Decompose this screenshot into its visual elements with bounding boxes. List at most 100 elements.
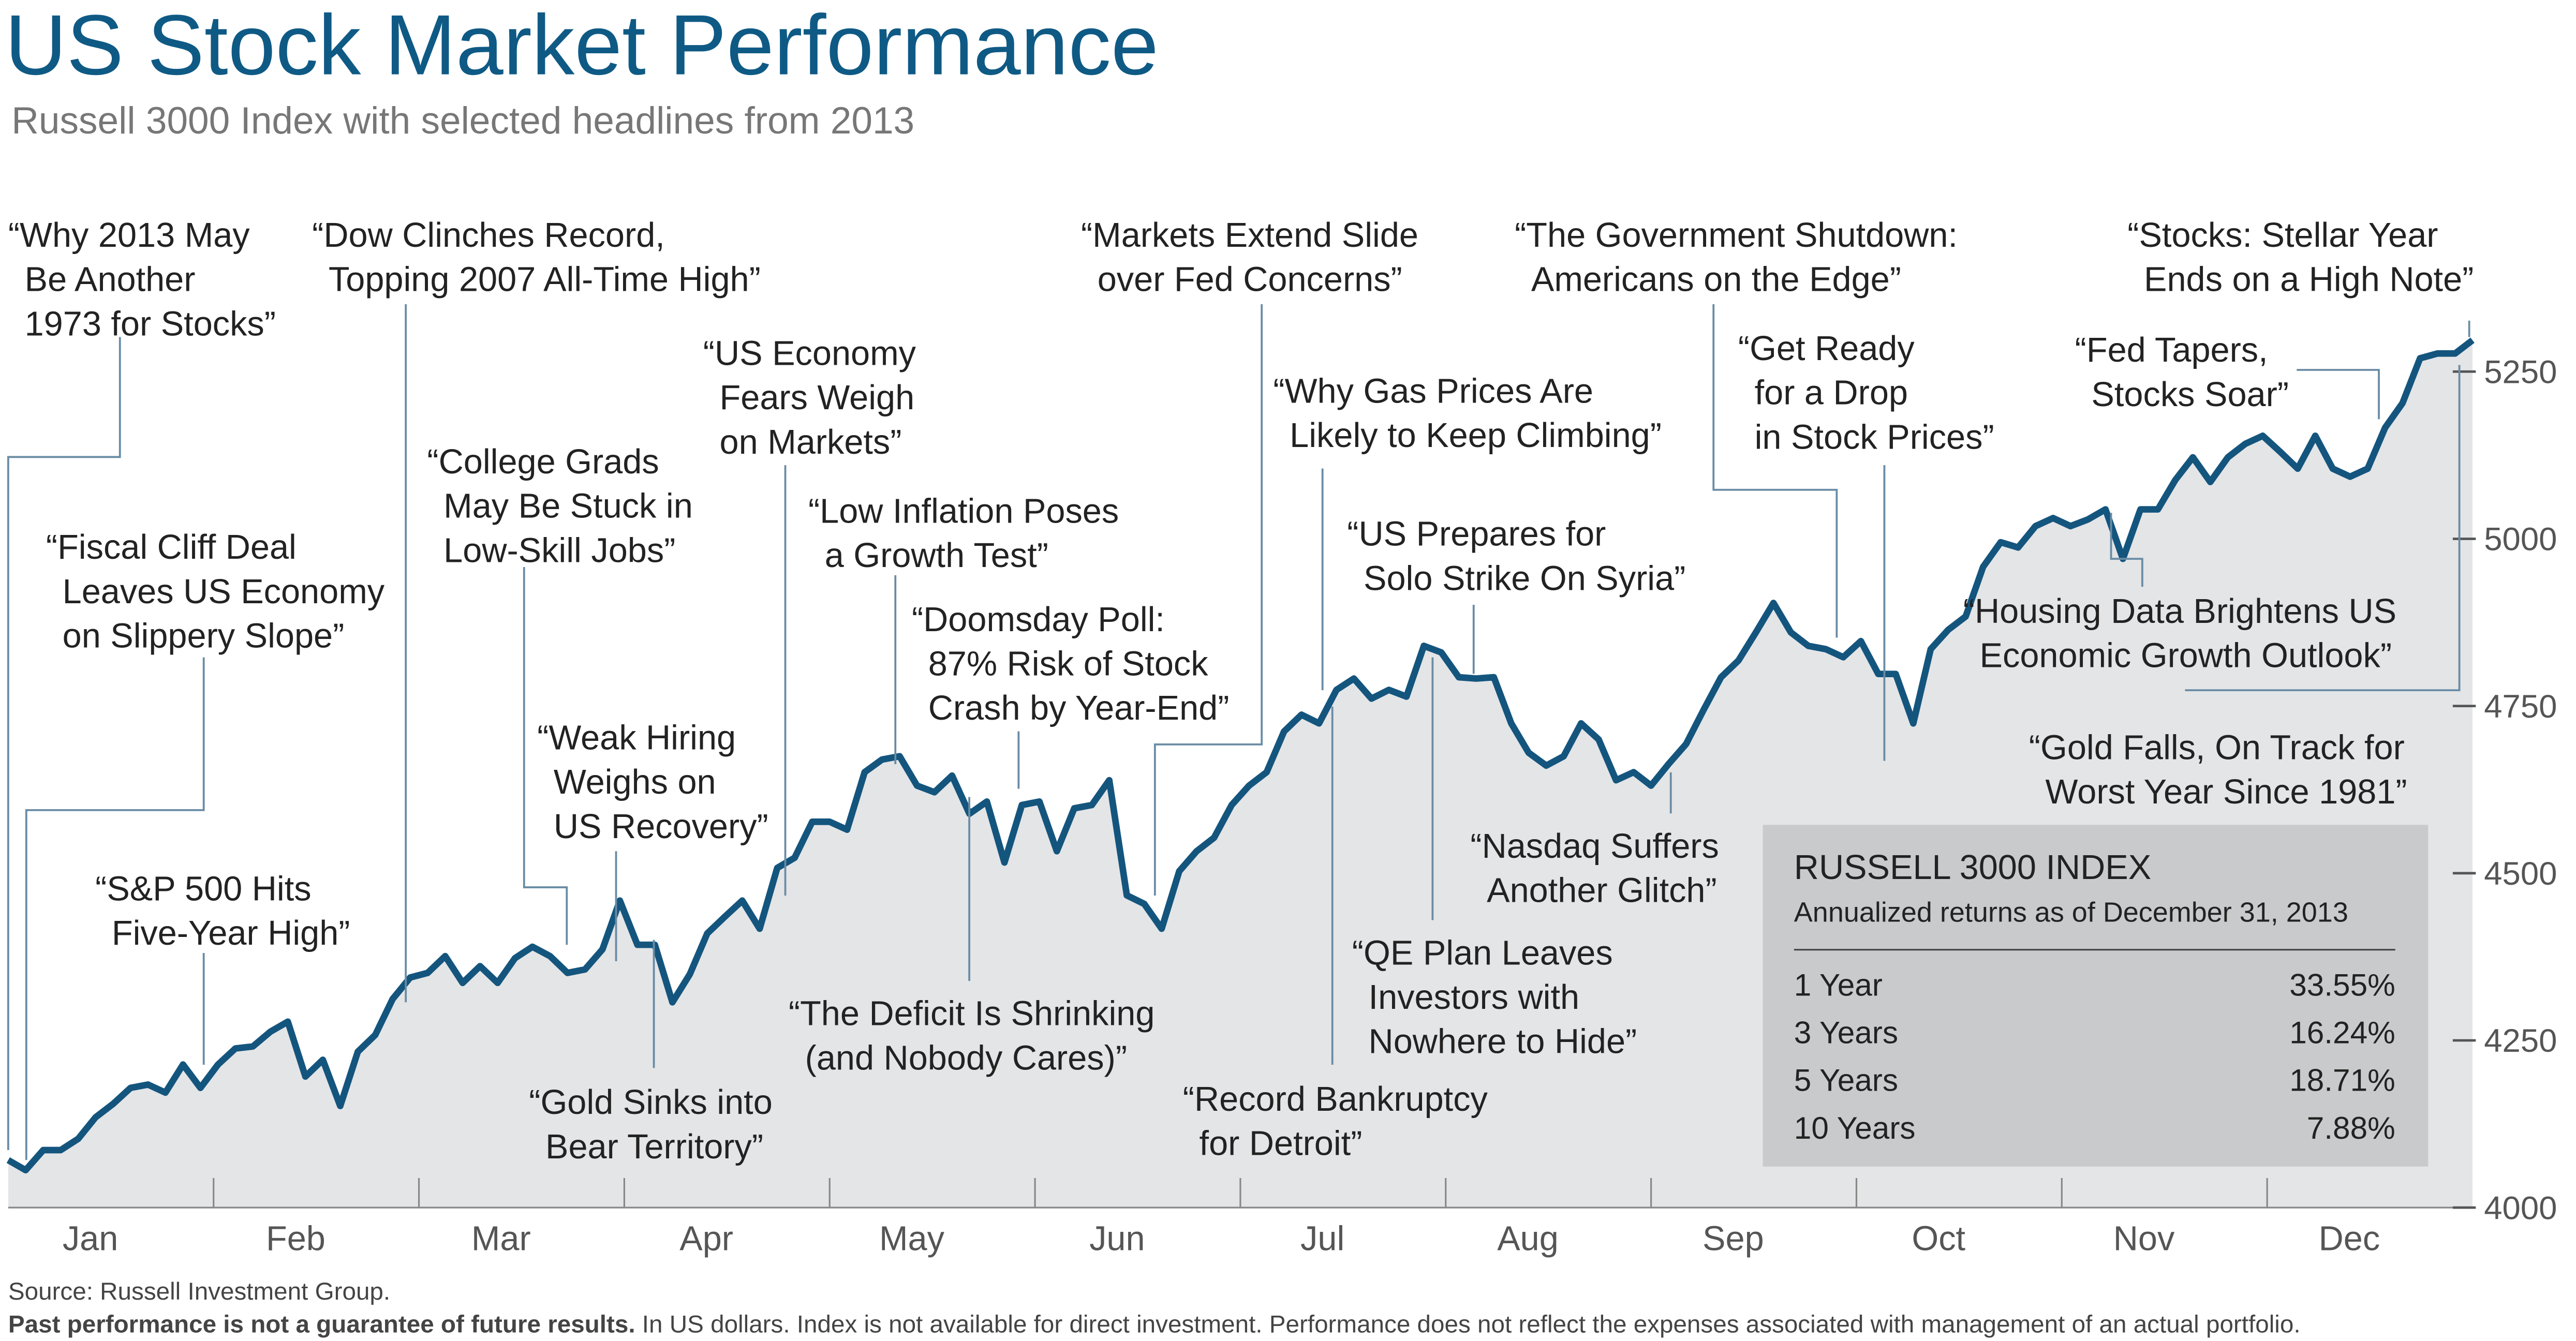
table-subtitle: Annualized returns as of December 31, 20… [1794, 897, 2348, 928]
headline: “US Prepares for Solo Strike On Syria” [1347, 515, 1685, 598]
headline-line: Be Another [25, 261, 196, 299]
headline: “Low Inflation Poses a Growth Test” [808, 492, 1119, 575]
headline-line: Worst Year Since 1981” [2046, 773, 2407, 811]
headline-line: “Markets Extend Slide [1081, 216, 1418, 255]
headline-line: Investors with [1369, 978, 1580, 1017]
headline-line: (and Nobody Cares)” [805, 1039, 1127, 1077]
x-tick-label: Jan [63, 1220, 118, 1258]
headline-line: “US Economy [703, 334, 916, 373]
headline-line: “S&P 500 Hits [95, 870, 311, 908]
disclaimer: Past performance is not a guarantee of f… [8, 1310, 2301, 1338]
headline: “US Economy Fears Weigh on Markets” [703, 334, 916, 461]
returns-table: RUSSELL 3000 INDEX Annualized returns as… [1763, 825, 2429, 1167]
headline-line: US Recovery” [554, 808, 768, 846]
headline-line: “Fed Tapers, [2075, 331, 2268, 369]
headline-line: “Fiscal Cliff Deal [46, 528, 297, 567]
row-value: 16.24% [2289, 1015, 2395, 1050]
headline-line: Leaves US Economy [63, 573, 385, 611]
headline-line: “Weak Hiring [537, 719, 736, 757]
headline-line: Americans on the Edge” [1531, 261, 1901, 299]
headline: “The Government Shutdown: Americans on th… [1515, 216, 1958, 299]
headline-line: Economic Growth Outlook” [1980, 637, 2392, 675]
headline-line: 87% Risk of Stock [928, 645, 1209, 683]
headline: “Doomsday Poll: 87% Risk of Stock Crash by… [912, 601, 1229, 727]
y-tick-label: 4250 [2484, 1023, 2557, 1059]
headline-line: “Nasdaq Suffers [1470, 827, 1719, 866]
headline-line: “College Grads [427, 443, 659, 481]
headline: “Record Bankruptcy for Detroit” [1183, 1080, 1488, 1163]
headline-line: “US Prepares for [1347, 515, 1606, 554]
leader-line [1712, 304, 1838, 638]
row-value: 18.71% [2289, 1063, 2395, 1098]
headline: “Why 2013 May Be Another 1973 for Stocks” [8, 216, 276, 343]
disclaimer-bold: Past performance is not a guarantee of f… [8, 1310, 635, 1338]
headline: “Get Ready for a Drop in Stock Prices” [1738, 330, 1994, 456]
headline: “Why Gas Prices Are Likely to Keep Climbi… [1273, 373, 1661, 455]
headline: “Housing Data Brightens US Economic Growt… [1963, 592, 2396, 675]
headline-line: on Slippery Slope” [63, 617, 345, 655]
row-value: 33.55% [2289, 967, 2395, 1003]
y-tick-label: 5250 [2484, 354, 2557, 391]
headline-line: “Why Gas Prices Are [1273, 373, 1593, 411]
x-tick-label: May [879, 1220, 945, 1258]
headline-line: 1973 for Stocks” [25, 305, 276, 343]
x-tick-label: Jul [1300, 1220, 1344, 1258]
headline-line: “The Deficit Is Shrinking [789, 995, 1155, 1033]
headline-line: Likely to Keep Climbing” [1290, 416, 1662, 455]
disclaimer-text: In US dollars. Index is not available fo… [635, 1310, 2301, 1338]
headline: “S&P 500 Hits Five-Year High” [95, 870, 350, 952]
leader-line [2185, 365, 2461, 692]
x-tick-label: Nov [2113, 1220, 2175, 1258]
headline-line: “Low Inflation Poses [808, 492, 1119, 530]
chart-subtitle: Russell 3000 Index with selected headlin… [11, 100, 914, 142]
headline-line: “Stocks: Stellar Year [2127, 216, 2438, 255]
row-label: 1 Year [1794, 967, 1883, 1003]
headline-line: “Housing Data Brightens US [1963, 592, 2396, 631]
headline-line: Bear Territory” [545, 1128, 763, 1166]
headline: “Dow Clinches Record, Topping 2007 All-Ti… [312, 216, 761, 299]
headline-line: Stocks Soar” [2091, 376, 2289, 414]
headline-line: Ends on a High Note” [2144, 261, 2474, 299]
x-tick-label: Dec [2319, 1220, 2380, 1258]
headline-line: “Record Bankruptcy [1183, 1080, 1488, 1119]
headline-line: “Get Ready [1738, 330, 1915, 368]
headline: “College Grads May Be Stuck in Low-Skill J… [427, 443, 692, 570]
headline: “Gold Falls, On Track for Worst Year Sinc… [2029, 728, 2407, 811]
headline-line: Weighs on [554, 763, 716, 801]
headline: “Fed Tapers, Stocks Soar” [2075, 331, 2289, 414]
headline: “Gold Sinks into Bear Territory” [529, 1083, 773, 1166]
leader-line [2297, 369, 2380, 420]
headline: “QE Plan Leaves Investors with Nowhere to … [1352, 934, 1637, 1061]
row-value: 7.88% [2307, 1110, 2395, 1145]
leader-line [2110, 513, 2143, 587]
row-label: 3 Years [1794, 1015, 1898, 1050]
x-tick-label: Mar [471, 1220, 531, 1258]
headline-line: for Detroit” [1200, 1125, 1363, 1163]
y-tick-label: 4500 [2484, 856, 2557, 892]
headline-line: “Dow Clinches Record, [312, 216, 665, 255]
headline-line: “Gold Falls, On Track for [2029, 728, 2405, 767]
y-tick-label: 5000 [2484, 522, 2557, 558]
leader-line [523, 567, 568, 945]
headline-line: Fears Weigh [720, 379, 915, 417]
headline-line: “The Government Shutdown: [1515, 216, 1958, 255]
headline-line: Nowhere to Hide” [1369, 1023, 1637, 1061]
y-tick-label: 4750 [2484, 689, 2557, 725]
row-label: 5 Years [1794, 1063, 1898, 1098]
headline-line: Solo Strike On Syria” [1364, 559, 1685, 598]
source: Source: Russell Investment Group. [8, 1278, 390, 1305]
headline: “Weak Hiring Weighs on US Recovery” [537, 719, 768, 845]
leader-line [1153, 304, 1263, 896]
x-tick-label: Jun [1089, 1220, 1145, 1258]
x-tick-label: Oct [1912, 1220, 1965, 1258]
headline-line: for a Drop [1755, 374, 1908, 412]
x-tick-label: Feb [266, 1220, 325, 1258]
leader-line [25, 657, 205, 1160]
headline-line: “QE Plan Leaves [1352, 934, 1613, 972]
table-rows: 1 Year 33.55% 3 Years 16.24% 5 Years 18.71% 10… [1794, 967, 2395, 1145]
headline-line: in Stock Prices” [1755, 418, 1994, 456]
chart-title: US Stock Market Performance [5, 0, 1159, 93]
headline-line: Another Glitch” [1487, 872, 1717, 910]
